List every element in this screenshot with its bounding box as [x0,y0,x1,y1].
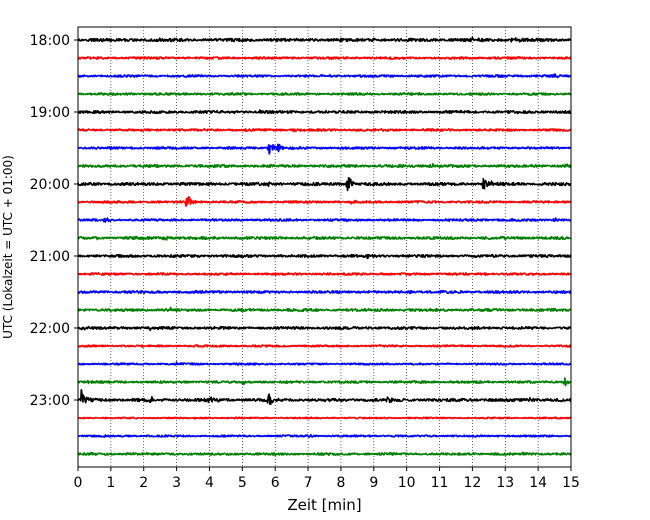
y-tick-label: 21:00 [30,249,70,265]
traces [77,36,572,456]
trace-2300 [77,389,572,406]
x-tick-label: 15 [562,475,580,491]
grid-lines [110,27,539,467]
trace-2345 [77,451,572,456]
trace-2215 [77,344,572,348]
x-tick-label: 5 [238,475,247,491]
trace-2000 [77,176,572,192]
x-tick-label: 14 [529,475,547,491]
y-tick-label: 18:00 [30,33,70,49]
trace-1900 [77,109,572,115]
x-tick-label: 6 [271,475,280,491]
x-axis-ticks: 0 1 2 3 4 5 6 7 8 9 10 11 12 13 14 15 [74,467,580,491]
y-axis-ticks: 18:00 19:00 20:00 21:00 22:00 23:00 [30,33,78,409]
x-tick-label: 8 [336,475,345,491]
x-tick-label: 13 [496,475,514,491]
x-tick-label: 3 [172,475,181,491]
trace-1915 [77,128,572,133]
x-tick-label: 0 [74,475,83,491]
trace-2245 [77,377,572,387]
trace-2100 [77,253,572,260]
trace-2230 [77,361,572,366]
plot-frame [77,26,572,468]
x-tick-label: 2 [139,475,148,491]
trace-2200 [77,325,572,332]
trace-2045 [77,235,572,241]
x-tick-label: 4 [205,475,214,491]
trace-2315 [77,416,572,420]
trace-2015 [77,196,572,207]
trace-1830 [77,73,572,79]
y-tick-label: 22:00 [30,321,70,337]
x-tick-label: 12 [463,475,481,491]
x-tick-label: 7 [304,475,313,491]
trace-1845 [77,92,572,96]
trace-1930 [77,143,572,155]
x-tick-label: 11 [431,475,449,491]
x-tick-label: 9 [369,475,378,491]
y-axis-label: UTC (Lokalzeit = UTC + 01:00) [1,155,15,339]
trace-2115 [77,272,572,277]
y-tick-label: 19:00 [30,105,70,121]
trace-2030 [77,217,572,223]
y-tick-label: 23:00 [30,393,70,409]
y-tick-label: 20:00 [30,177,70,193]
x-tick-label: 1 [106,475,115,491]
trace-2145 [77,306,572,313]
trace-2130 [77,289,572,295]
trace-1815 [77,56,572,60]
x-tick-label: 10 [398,475,416,491]
trace-1800 [77,36,572,43]
x-axis-label: Zeit [min] [287,496,361,514]
trace-1945 [77,162,572,169]
trace-2330 [77,433,572,439]
